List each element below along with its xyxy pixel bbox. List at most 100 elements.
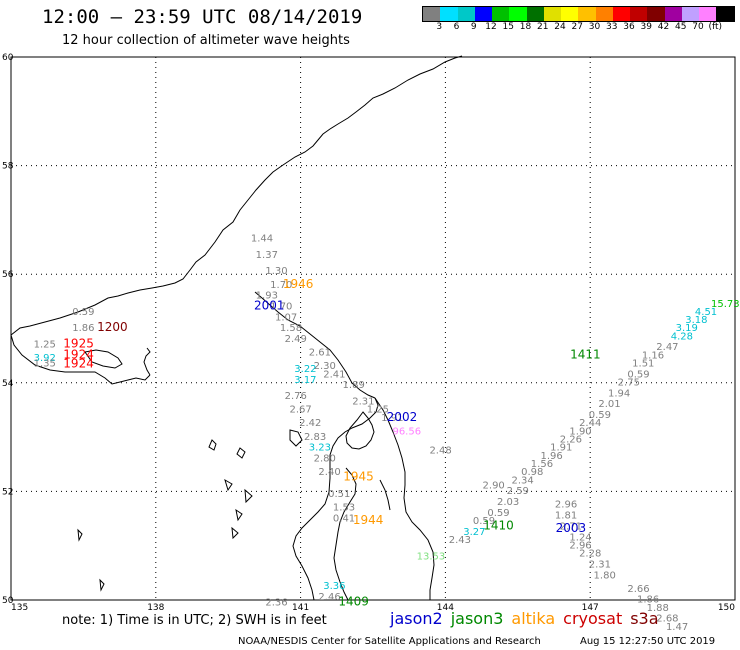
wave-height-label: 2.28 xyxy=(579,549,601,560)
wave-height-label: 1.91 xyxy=(381,413,403,424)
wave-height-label: 0.59 xyxy=(589,410,611,421)
legend-label: 6 xyxy=(453,22,460,32)
wave-height-label: 2.67 xyxy=(289,405,311,416)
wave-height-label: 3.22 xyxy=(294,364,316,375)
wave-height-label: 2.71 xyxy=(560,521,582,532)
pass-time-label: 1411 xyxy=(570,347,601,361)
wave-height-label: 3.17 xyxy=(294,375,316,386)
wave-height-label: 1.35 xyxy=(34,359,56,370)
wave-height-label: 4.51 xyxy=(695,307,717,318)
wave-height-label: 4.28 xyxy=(671,331,693,342)
wave-height-label: 2.80 xyxy=(314,454,336,465)
legend-label: 12 xyxy=(485,22,497,32)
satellite-name: jason3 xyxy=(450,609,504,628)
pass-time-label: 1924 xyxy=(63,347,94,361)
legend-label: 33 xyxy=(606,22,618,32)
wave-height-label: 3.19 xyxy=(676,323,698,334)
wave-height-label: 2.66 xyxy=(627,584,649,595)
satellite-name: altika xyxy=(511,609,556,628)
wave-height-label: 2.49 xyxy=(285,334,307,345)
wave-height-label: 1.30 xyxy=(265,266,287,277)
wave-height-label: 2.34 xyxy=(511,475,533,486)
wave-height-label: 1.94 xyxy=(608,388,630,399)
wave-height-label: 1.96 xyxy=(540,451,562,462)
wave-height-label: 1.25 xyxy=(34,340,56,351)
lon-tick-label: 147 xyxy=(582,603,599,613)
legend-label: 24 xyxy=(554,22,566,32)
pass-time-label: 1944 xyxy=(353,513,384,527)
wave-height-label: 1.70 xyxy=(270,280,292,291)
wave-height-label: 2.61 xyxy=(309,348,331,359)
wave-height-label: 96.56 xyxy=(392,426,421,437)
legend-swatch xyxy=(492,7,510,21)
pass-time-labels: 1946200112001925192419242002194519441411… xyxy=(63,277,600,609)
satellite-name: s3a xyxy=(630,609,659,628)
legend-swatch xyxy=(716,7,734,21)
legend-swatch xyxy=(699,7,717,21)
wave-height-label: 0.59 xyxy=(72,307,94,318)
wave-height-label: 1.24 xyxy=(569,532,591,543)
wave-height-label: 1.44 xyxy=(251,234,273,245)
pass-time-label: 1945 xyxy=(343,470,374,484)
wave-height-label: 1.53 xyxy=(333,502,355,513)
wave-height-label: 1.16 xyxy=(642,350,664,361)
lon-tick-label: 138 xyxy=(147,603,164,613)
legend-label: 3 xyxy=(436,22,443,32)
legend-label: (ft) xyxy=(708,22,723,32)
wave-height-points: 1.441.371.301.701.931.701.071.582.492.61… xyxy=(34,234,740,633)
wave-height-label: 1.89 xyxy=(343,380,365,391)
wave-height-label: 2.83 xyxy=(304,432,326,443)
pass-time-label: 1410 xyxy=(483,518,514,532)
wave-height-label: 2.90 xyxy=(483,481,505,492)
legend-swatch xyxy=(526,7,544,21)
legend-swatch xyxy=(681,7,699,21)
footer: NOAA/NESDIS Center for Satellite Applica… xyxy=(238,636,738,647)
wave-height-label: 2.96 xyxy=(555,500,577,511)
wave-height-label: 13.53 xyxy=(417,551,446,562)
wave-height-label: 3.18 xyxy=(685,315,707,326)
legend-label: 18 xyxy=(519,22,532,32)
legend-swatch xyxy=(664,7,682,21)
legend-label: 9 xyxy=(470,22,477,32)
wave-height-label: 2.36 xyxy=(265,597,287,608)
legend-label: 42 xyxy=(657,22,670,32)
wave-height-label: 2.43 xyxy=(449,535,471,546)
pass-time-label: 2001 xyxy=(254,298,285,312)
wave-height-label: 1.91 xyxy=(550,443,572,454)
wave-height-label: 2.96 xyxy=(569,540,591,551)
legend-swatch xyxy=(440,7,458,21)
legend-swatch xyxy=(457,7,475,21)
legend-label: 27 xyxy=(571,22,583,32)
legend-label: 36 xyxy=(623,22,635,32)
wave-height-label: 1.07 xyxy=(275,312,297,323)
wave-height-label: 2.76 xyxy=(285,391,307,402)
wave-height-label: 1.56 xyxy=(531,459,553,470)
wave-height-label: 1.47 xyxy=(666,622,688,633)
wave-height-label: 2.41 xyxy=(323,369,345,380)
pass-time-label: 1924 xyxy=(63,357,94,371)
satellite-name: jason2 xyxy=(390,609,443,628)
wave-height-label: 0.59 xyxy=(627,369,649,380)
wave-height-label: 1.51 xyxy=(632,359,654,370)
lat-tick-label: 50 xyxy=(2,596,14,606)
legend-label: 39 xyxy=(640,22,652,32)
wave-height-label: 2.68 xyxy=(656,614,678,625)
satellite-name: cryosat xyxy=(563,609,623,628)
wave-height-label: 0.41 xyxy=(333,513,355,524)
wave-height-label: 2.47 xyxy=(656,342,678,353)
legend-swatch xyxy=(509,7,527,21)
lat-tick-label: 58 xyxy=(2,162,14,172)
pass-time-label: 2002 xyxy=(387,410,418,424)
wave-height-label: 0.51 xyxy=(328,489,350,500)
legend-swatch xyxy=(561,7,579,21)
wave-height-label: 1.37 xyxy=(256,250,278,261)
wave-height-label: 1.93 xyxy=(256,291,278,302)
legend-swatch xyxy=(543,7,561,21)
satellite-legend: jason2 jason3 altika cryosat s3a xyxy=(390,609,667,628)
wave-height-label: 2.40 xyxy=(318,467,340,478)
wave-height-label: 15.73 xyxy=(711,299,740,310)
wave-height-label: 1.80 xyxy=(594,570,616,581)
wave-height-label: 2.46 xyxy=(318,592,340,603)
legend-swatch xyxy=(630,7,648,21)
wave-height-label: 3.36 xyxy=(323,581,345,592)
